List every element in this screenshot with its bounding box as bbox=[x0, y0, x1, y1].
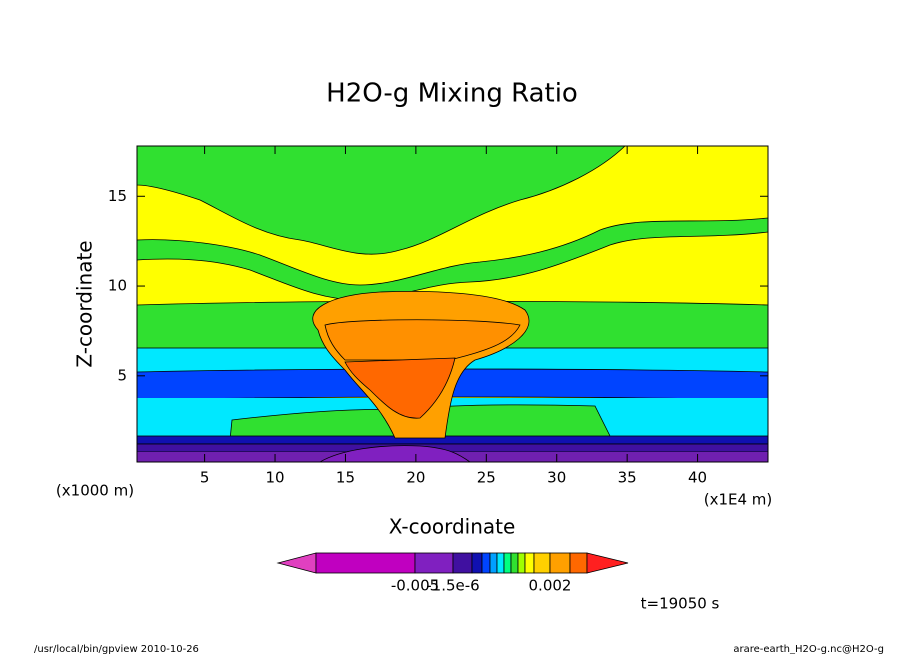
x-unit: (x1E4 m) bbox=[704, 491, 773, 509]
x-tick-label: 5 bbox=[200, 469, 210, 487]
time-label: t=19050 s bbox=[641, 595, 720, 613]
y-tick-label: 15 bbox=[108, 187, 127, 205]
x-tick-label: 35 bbox=[618, 469, 637, 487]
colorbar-label: -0.005 bbox=[391, 577, 439, 595]
colorbar bbox=[276, 552, 629, 574]
chart-title: H2O-g Mixing Ratio bbox=[326, 79, 578, 109]
y-tick-label: 10 bbox=[108, 277, 127, 295]
x-tick-label: 25 bbox=[477, 469, 496, 487]
plot-frame bbox=[136, 145, 769, 463]
x-tick-label: 40 bbox=[688, 469, 707, 487]
footer-right: arare-earth_H2O-g.nc@H2O-g bbox=[733, 644, 884, 654]
x-tick-label: 10 bbox=[265, 469, 284, 487]
colorbar-label: -1.5e-6 bbox=[426, 577, 479, 595]
y-axis-label: Z-coordinate bbox=[73, 240, 97, 367]
contour-field bbox=[137, 146, 768, 462]
x-tick-label: 30 bbox=[547, 469, 566, 487]
x-tick-label: 20 bbox=[406, 469, 425, 487]
y-unit: (x1000 m) bbox=[56, 482, 134, 500]
x-tick-label: 15 bbox=[336, 469, 355, 487]
x-axis-label: X-coordinate bbox=[389, 515, 516, 539]
y-tick-label: 5 bbox=[117, 366, 127, 384]
footer-left: /usr/local/bin/gpview 2010-10-26 bbox=[34, 644, 199, 654]
colorbar-label: 0.002 bbox=[529, 577, 572, 595]
